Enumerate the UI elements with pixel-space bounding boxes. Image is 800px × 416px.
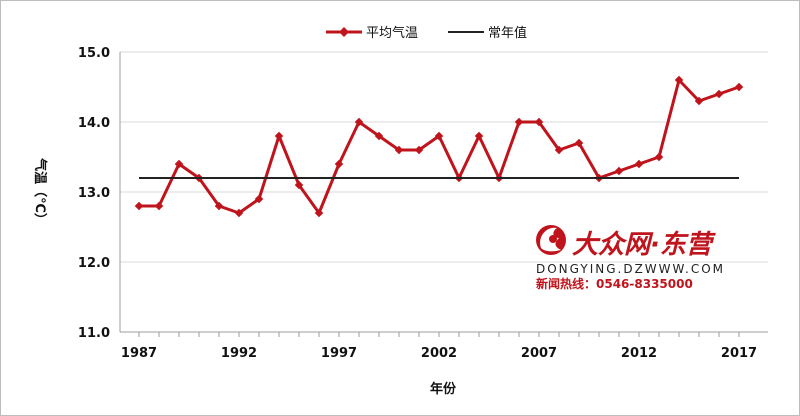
gridlines: [120, 51, 768, 263]
data-point: [314, 208, 324, 218]
data-point: [234, 208, 244, 218]
y-tick-label: 15.0: [78, 46, 110, 61]
data-point: [254, 194, 264, 204]
legend: 平均气温 常年值: [326, 25, 527, 41]
data-point: [154, 201, 164, 211]
watermark-hotline: 新闻热线：0546-8335000: [536, 276, 693, 291]
watermark: 大众网·东营 DONGYING.DZWWW.COM 新闻热线：0546-8335…: [536, 225, 725, 291]
x-tick-label: 2017: [721, 346, 757, 361]
y-axis-title: 气温（℃）: [32, 158, 48, 226]
x-tick-label: 2012: [621, 346, 657, 361]
flame-icon: [536, 225, 566, 255]
data-point: [134, 201, 144, 211]
x-tick-label: 2007: [521, 346, 557, 361]
data-point: [274, 131, 284, 141]
data-point: [294, 180, 304, 190]
y-tick-label: 12.0: [78, 256, 110, 271]
watermark-site: DONGYING.DZWWW.COM: [536, 262, 725, 276]
x-tick-label: 1992: [221, 346, 257, 361]
x-tick-label: 1997: [321, 346, 357, 361]
x-tick-label: 2002: [421, 346, 457, 361]
data-point: [374, 131, 384, 141]
data-point: [394, 145, 404, 155]
y-tick-label: 13.0: [78, 186, 110, 201]
data-point: [334, 159, 344, 169]
x-axis-title: 年份: [430, 381, 457, 397]
legend-label-avg: 平均气温: [366, 25, 418, 41]
data-point: [174, 159, 184, 169]
y-tick-label: 14.0: [78, 116, 110, 131]
data-point: [214, 201, 224, 211]
y-tick-label: 11.0: [78, 326, 110, 341]
x-tick-label: 1987: [121, 346, 157, 361]
legend-label-normal: 常年值: [488, 25, 527, 41]
watermark-brand: 大众网·东营: [572, 230, 716, 260]
data-point: [354, 117, 364, 127]
data-point: [474, 131, 484, 141]
data-point: [434, 131, 444, 141]
data-point: [414, 145, 424, 155]
axes: 11.0 12.0 13.0 14.0 15.0 1987 1992 1997 2002 2007…: [78, 46, 768, 361]
